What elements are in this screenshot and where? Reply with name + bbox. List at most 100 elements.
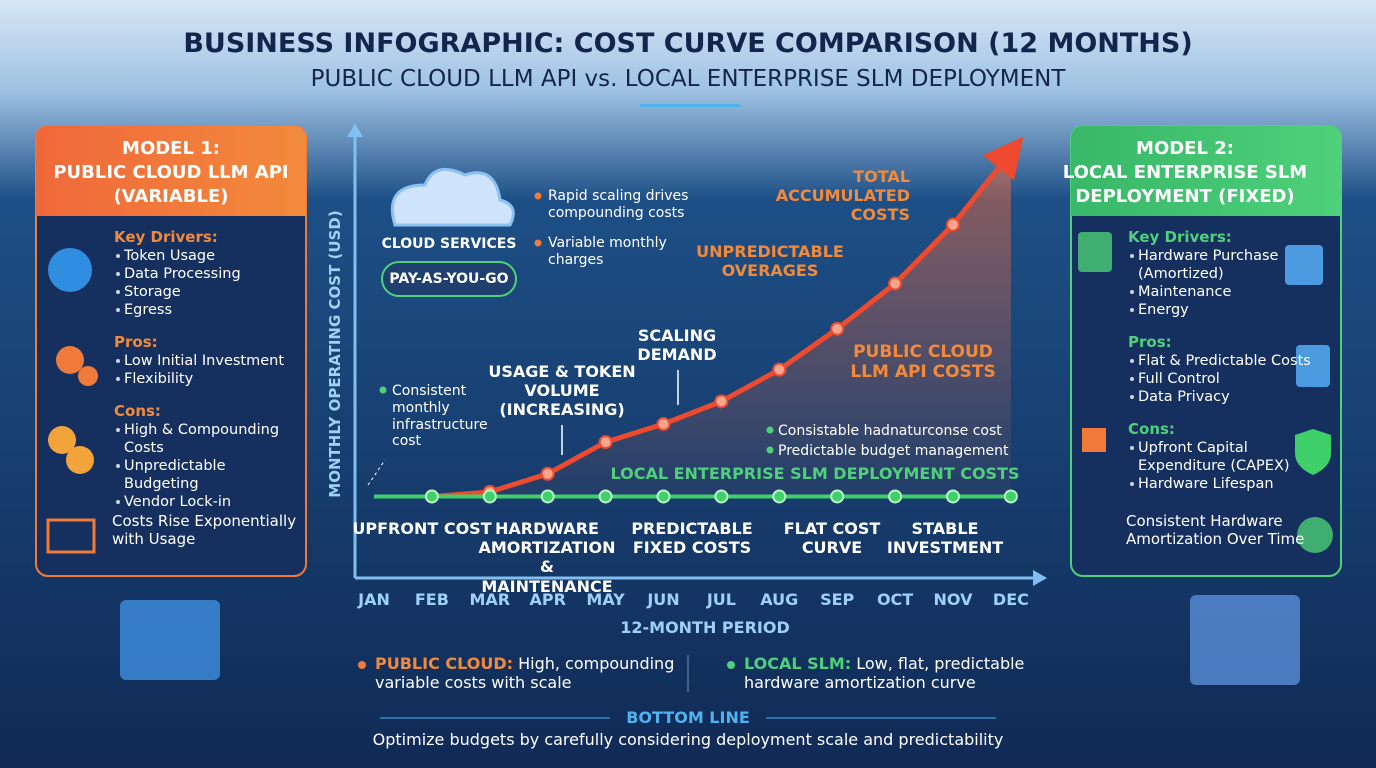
point [888,489,903,504]
phase-label: STABLE INVESTMENT [886,519,1004,558]
panel-footer: Consistent Hardware Amortization Over Ti… [1126,512,1305,548]
section-item: Hardware Purchase (Amortized) [1138,248,1279,282]
annotation: TOTAL ACCUMULATED COSTS [775,167,910,225]
bullet [1130,290,1134,294]
section-item: Flexibility [124,371,194,387]
bullet [727,661,735,669]
section-item: Full Control [1138,371,1220,387]
panel-heading: MODEL 1: [122,138,220,159]
section-item: Token Usage [124,248,216,264]
panel-heading: (VARIABLE) [113,186,229,207]
point [540,489,555,504]
point [946,489,960,504]
bullet [116,377,120,381]
point [424,489,439,504]
bullet [766,446,774,454]
x-axis-arrow [1033,570,1047,586]
bullet [1130,482,1134,486]
bottom-line-title: BOTTOM LINE [626,708,750,727]
annotation: Consistable hadnaturconse cost [778,423,1002,439]
section-item: Energy [1138,302,1189,318]
section-item: Data Privacy [1138,389,1230,405]
bullet [766,426,774,434]
bullet [1130,359,1134,363]
takeaway-label: LOCAL SLM: [744,654,852,673]
section-item: Unpredictable Budgeting [124,458,226,492]
annotation: Variable monthly charges [548,235,667,268]
bullet [116,359,120,363]
x-tick-label: APR [529,590,566,609]
annotation: Predictable budget management [778,443,1009,459]
x-tick-label: AUG [760,590,799,609]
x-tick-label: NOV [933,590,973,609]
point [482,489,497,504]
point [598,489,613,504]
x-tick-label: SEP [820,590,855,609]
bullet [1130,395,1134,399]
y-axis-arrow [347,123,363,137]
bullet [116,308,120,312]
bullet [116,254,120,258]
bullet [116,290,120,294]
x-tick-label: MAR [469,590,511,609]
bullet [116,500,120,504]
section-item: Data Processing [124,266,241,282]
bullet [358,661,366,669]
x-tick-label: JAN [358,590,390,609]
section-item: Low Initial Investment [124,353,285,369]
bullet [379,386,387,394]
point [656,489,671,504]
annotation: CLOUD SERVICES [381,236,517,252]
x-tick-label: MAY [586,590,625,609]
bullet [1130,308,1134,312]
annotation: Rapid scaling drives compounding costs [548,188,689,221]
bullet [116,428,120,432]
section-item: Egress [124,302,173,318]
panel-heading: PUBLIC CLOUD LLM API [53,162,289,183]
point [830,321,845,336]
panel-heading: MODEL 2: [1136,138,1234,159]
bullet [116,272,120,276]
point [830,489,845,504]
panel-heading: LOCAL ENTERPRISE SLM [1062,162,1308,183]
point [656,416,671,431]
takeaway-text: High, compounding variable costs with sc… [375,654,675,693]
section-title: Key Drivers: [1128,228,1232,246]
annotation: PAY-AS-YOU-GO [389,271,509,287]
point [598,435,613,450]
right-panel-header [1071,126,1341,216]
point [540,466,555,481]
point [888,276,903,291]
section-item: Upfront Capital Expenditure (CAPEX) [1138,440,1290,474]
annotation: USAGE & TOKEN VOLUME (INCREASING) [488,362,636,420]
x-tick-label: OCT [876,590,914,609]
bullet [534,192,542,200]
point [714,489,729,504]
section-item: Vendor Lock-in [124,494,232,510]
bullet [1130,254,1134,258]
bullet [1130,446,1134,450]
takeaway-text: Low, flat, predictable hardware amortiza… [744,654,1025,693]
point [772,362,787,377]
phase-label: UPFRONT COST [352,519,492,538]
divider [640,104,740,107]
summary: Optimize budgets by carefully considerin… [372,730,1004,749]
annotation: UNPREDICTABLE OVERAGES [696,242,844,281]
point [1003,489,1018,504]
panel-footer: Costs Rise Exponentially with Usage [112,512,297,548]
point [946,217,960,232]
leader [367,459,386,486]
x-tick-label: DEC [992,590,1029,609]
bullet [534,239,542,247]
section-title: Cons: [114,402,161,420]
takeaway: LOCAL SLM: Low, flat, predictable hardwa… [744,654,1044,692]
series-label: LOCAL ENTERPRISE SLM DEPLOYMENT COSTS [610,464,1020,483]
section-item: Storage [124,284,181,300]
x-axis-label: 12-MONTH PERIOD [620,618,790,637]
subtitle: PUBLIC CLOUD LLM API vs. LOCAL ENTERPRIS… [310,66,1066,92]
left-panel-header [36,126,306,216]
annotation: SCALING DEMAND [637,326,717,365]
x-tick-label: JUN [647,590,680,609]
area [431,152,1011,497]
